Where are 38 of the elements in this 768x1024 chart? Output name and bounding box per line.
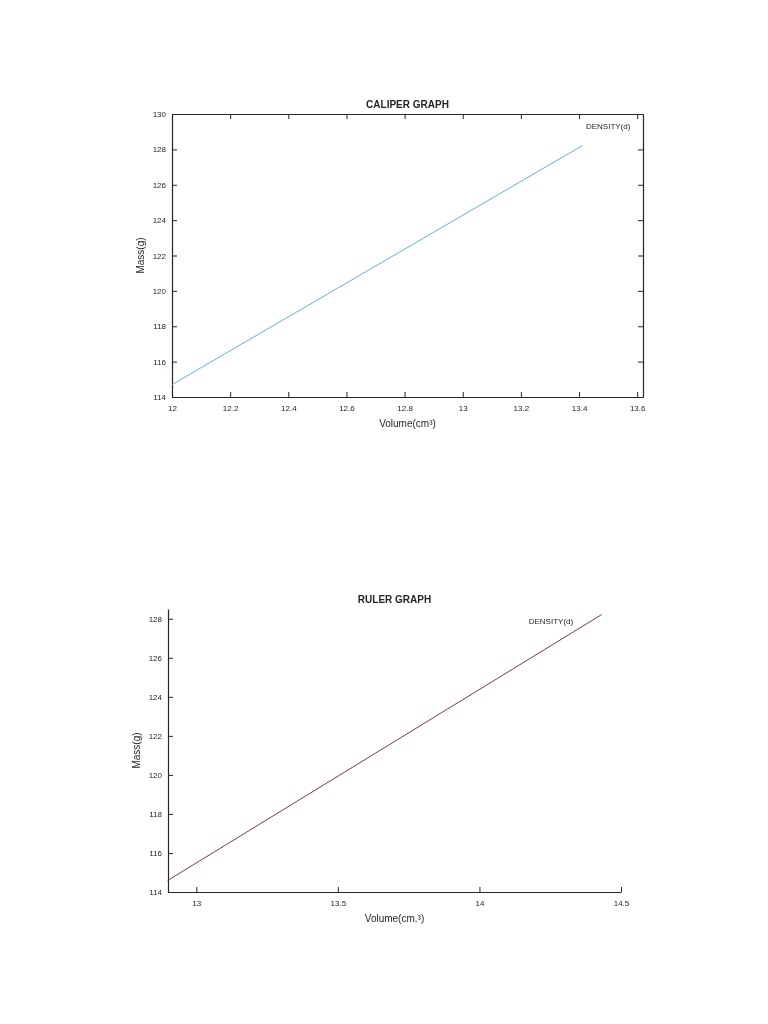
y-tick-label: 130 (152, 110, 167, 120)
y-axis-title: Mass(g) (131, 732, 142, 769)
y-tick-label: 120 (148, 770, 163, 780)
chart-title: RULER GRAPH (357, 594, 432, 605)
x-tick-label: 13 (192, 898, 202, 908)
y-tick-label: 116 (153, 357, 167, 367)
x-tick-label: 14.5 (613, 898, 630, 908)
x-tick-label: 13.4 (571, 403, 588, 413)
x-axis-title: Volume(cm.³) (364, 913, 425, 924)
y-tick-label: 114 (153, 393, 167, 403)
y-tick-label: 126 (152, 180, 167, 190)
x-tick-label: 12.6 (339, 403, 356, 413)
x-tick-label: 13.5 (330, 898, 347, 908)
x-tick-label: 12.4 (281, 403, 298, 413)
y-tick-label: 122 (148, 731, 163, 741)
series-label: DENSITY(d) (585, 121, 631, 131)
y-tick-label: 114 (149, 888, 163, 898)
x-tick-label: 13.6 (629, 403, 647, 413)
x-tick-label: 13 (458, 403, 469, 413)
y-tick-label: 118 (149, 809, 163, 819)
y-axis-title: Mass(g) (135, 237, 146, 274)
y-tick-label: 128 (152, 145, 167, 155)
y-tick-label: 120 (152, 286, 167, 296)
y-tick-label: 124 (148, 692, 163, 702)
y-tick-label: 126 (148, 653, 163, 663)
y-tick-label: 124 (152, 216, 167, 226)
y-tick-label: 118 (153, 322, 167, 332)
series-label: DENSITY(d) (528, 616, 574, 626)
y-tick-label: 128 (148, 614, 163, 624)
x-tick-label: 13.2 (513, 403, 530, 413)
x-tick-label: 12.8 (397, 403, 414, 413)
y-tick-label: 122 (152, 251, 167, 261)
x-axis-title: Volume(cm³) (379, 418, 436, 429)
x-tick-label: 12 (168, 403, 178, 413)
y-tick-label: 116 (149, 849, 163, 859)
x-tick-label: 14 (475, 898, 485, 908)
chart-title: CALIPER GRAPH (366, 99, 449, 110)
x-tick-label: 12.2 (222, 403, 239, 413)
